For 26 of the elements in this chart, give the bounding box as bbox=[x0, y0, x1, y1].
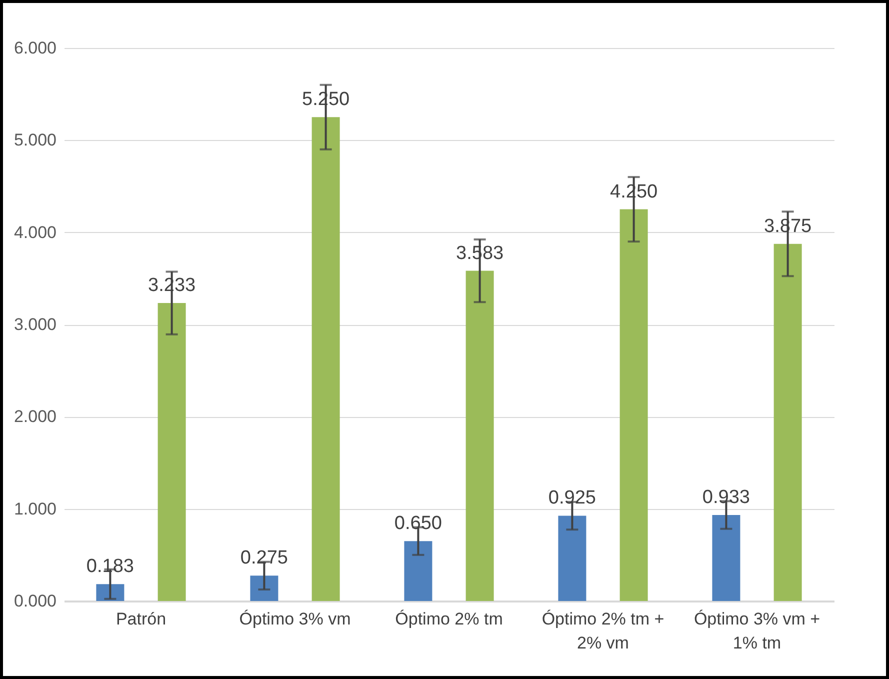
bar bbox=[774, 244, 802, 601]
data-label: 0.275 bbox=[240, 548, 288, 569]
bar bbox=[712, 515, 740, 601]
x-tick-label: Óptimo 2% tm bbox=[395, 610, 503, 628]
y-tick-label: 5.000 bbox=[14, 130, 56, 150]
data-label: 0.183 bbox=[86, 556, 134, 578]
y-tick-label: 2.000 bbox=[14, 407, 56, 426]
bar bbox=[558, 516, 586, 601]
x-tick-label: Óptimo 2% tm + 2% vm bbox=[542, 610, 664, 652]
x-tick-label: Óptimo 3% vm bbox=[239, 610, 351, 628]
y-tick-label: 4.000 bbox=[14, 222, 56, 242]
data-label: 0.925 bbox=[548, 488, 596, 509]
data-label: 0.650 bbox=[394, 513, 442, 534]
bar bbox=[250, 576, 278, 601]
bar bbox=[312, 117, 340, 601]
bar bbox=[404, 541, 432, 601]
x-tick-label: Patrón bbox=[116, 610, 166, 628]
y-tick-label: 1.000 bbox=[14, 499, 56, 518]
bar bbox=[158, 303, 186, 601]
y-tick-label: 6.000 bbox=[14, 38, 56, 58]
x-tick-label: Óptimo 3% vm + 1% tm bbox=[694, 610, 820, 652]
y-tick-label: 0.000 bbox=[14, 592, 56, 610]
bar bbox=[620, 209, 648, 601]
y-tick-label: 3.000 bbox=[14, 315, 56, 334]
data-label: 0.933 bbox=[702, 487, 750, 508]
bar bbox=[466, 270, 494, 601]
